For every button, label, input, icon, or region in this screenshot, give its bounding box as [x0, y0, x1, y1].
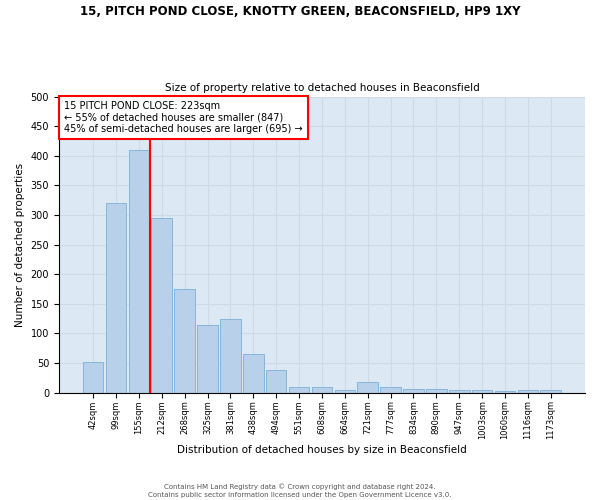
- Bar: [403, 388, 424, 392]
- Text: Contains HM Land Registry data © Crown copyright and database right 2024.
Contai: Contains HM Land Registry data © Crown c…: [148, 484, 452, 498]
- Bar: [518, 390, 538, 392]
- Bar: [197, 324, 218, 392]
- Bar: [541, 390, 561, 392]
- Bar: [83, 362, 103, 392]
- Text: 15, PITCH POND CLOSE, KNOTTY GREEN, BEACONSFIELD, HP9 1XY: 15, PITCH POND CLOSE, KNOTTY GREEN, BEAC…: [80, 5, 520, 18]
- Bar: [426, 388, 446, 392]
- Bar: [358, 382, 378, 392]
- Bar: [335, 390, 355, 392]
- Bar: [220, 318, 241, 392]
- Text: 15 PITCH POND CLOSE: 223sqm
← 55% of detached houses are smaller (847)
45% of se: 15 PITCH POND CLOSE: 223sqm ← 55% of det…: [64, 101, 303, 134]
- Bar: [380, 387, 401, 392]
- X-axis label: Distribution of detached houses by size in Beaconsfield: Distribution of detached houses by size …: [177, 445, 467, 455]
- Bar: [449, 390, 470, 392]
- Bar: [175, 289, 195, 393]
- Bar: [106, 203, 126, 392]
- Bar: [151, 218, 172, 392]
- Y-axis label: Number of detached properties: Number of detached properties: [15, 162, 25, 326]
- Bar: [472, 390, 493, 392]
- Bar: [289, 387, 310, 392]
- Bar: [266, 370, 286, 392]
- Bar: [128, 150, 149, 392]
- Title: Size of property relative to detached houses in Beaconsfield: Size of property relative to detached ho…: [164, 83, 479, 93]
- Bar: [243, 354, 263, 393]
- Bar: [311, 387, 332, 392]
